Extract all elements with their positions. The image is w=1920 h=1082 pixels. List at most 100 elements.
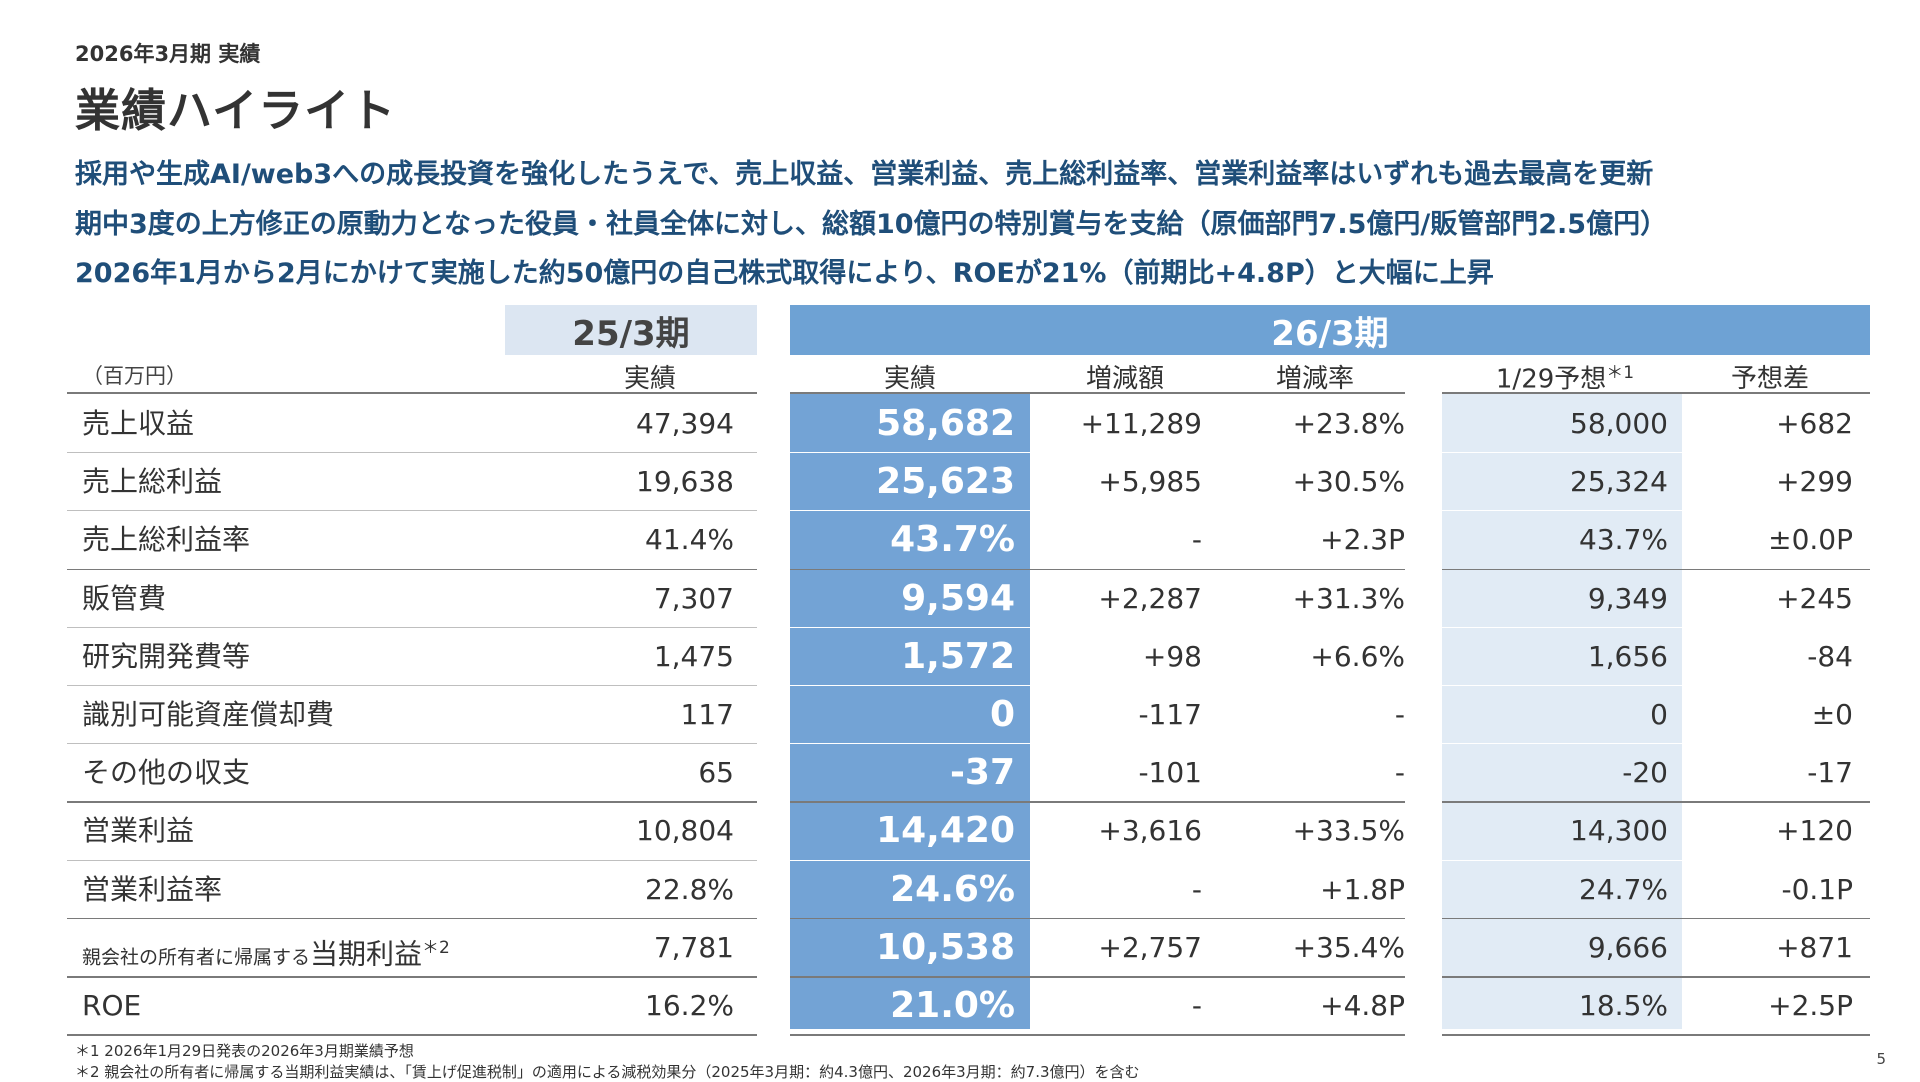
row-divider: [1442, 1034, 1870, 1036]
rate-value: -: [1394, 698, 1405, 731]
period-prev-band: 25/3期: [505, 305, 757, 355]
forecast-value: 1,656: [1587, 639, 1668, 673]
row-label: ROE: [82, 977, 141, 1035]
table-row: 研究開発費等 1,475 1,572 +98 +6.6% 1,656 -84: [0, 628, 1920, 686]
prev-actual-value: 10,804: [636, 814, 734, 848]
forecast-diff-value: ±0.0P: [1768, 523, 1853, 557]
row-label: 親会社の所有者に帰属する当期利益＊2: [82, 919, 450, 977]
row-label: 販管費: [82, 570, 166, 628]
cur-actual-value: 1,572: [901, 635, 1015, 677]
row-label: 売上総利益率: [82, 511, 250, 569]
row-divider: [67, 917, 757, 920]
prev-actual-value: 47,394: [636, 407, 734, 440]
page-number: 5: [1876, 1050, 1886, 1068]
row-divider: [790, 859, 1405, 861]
row-divider: [1442, 743, 1870, 745]
row-divider: [1442, 976, 1870, 978]
row-divider: [790, 801, 1405, 803]
forecast-value: 24.7%: [1579, 872, 1668, 906]
forecast-value: 43.7%: [1579, 523, 1668, 557]
row-label-text: 売上収益: [82, 407, 195, 440]
forecast-diff-value: +299: [1776, 465, 1853, 499]
rate-value: +30.5%: [1292, 465, 1405, 499]
row-label: 営業利益: [82, 802, 194, 860]
row-divider: [67, 859, 757, 861]
table-row: 販管費 7,307 9,594 +2,287 +31.3% 9,349 +245: [0, 570, 1920, 628]
col-head-cur-actual: 実績: [883, 364, 936, 394]
prev-actual-value: 41.4%: [645, 523, 734, 557]
table-row: その他の収支 65 -37 -101 - -20 -17: [0, 744, 1920, 802]
cur-actual-value: 58,682: [876, 403, 1015, 444]
col-head-diff: 増減額: [1085, 364, 1164, 394]
unit-label: （百万円）: [82, 364, 187, 388]
table-row: 営業利益 10,804 14,420 +3,616 +33.5% 14,300 +120: [0, 802, 1920, 860]
row-divider: [1442, 568, 1870, 571]
row-divider: [1442, 859, 1870, 861]
period-cur-band: 26/3期: [790, 305, 1870, 355]
rate-value: +31.3%: [1292, 581, 1405, 615]
rate-value: +1.8P: [1320, 872, 1405, 906]
forecast-diff-value: +245: [1776, 581, 1853, 615]
row-divider: [67, 626, 757, 628]
row-divider: [1442, 452, 1870, 454]
diff-value: -101: [1138, 756, 1202, 790]
forecast-diff-value: ±0: [1811, 698, 1853, 731]
forecast-column-shade: [1442, 393, 1682, 1029]
col-head-prev-actual: 実績: [623, 364, 676, 394]
forecast-value: 18.5%: [1579, 989, 1668, 1022]
row-label-text: 売上総利益: [82, 465, 223, 499]
col-head-rate: 増減率: [1275, 364, 1354, 394]
row-label: 営業利益率: [82, 861, 222, 919]
forecast-value: 14,300: [1570, 814, 1668, 848]
table-row: 売上総利益 19,638 25,623 +5,985 +30.5% 25,324 +299: [0, 453, 1920, 511]
diff-value: -: [1191, 523, 1202, 557]
col-head-forecast: 1/29予想＊1: [1470, 358, 1660, 395]
cur-actual-value: 25,623: [876, 461, 1015, 503]
row-label: 売上総利益: [82, 453, 222, 511]
table-row: 売上収益 47,394 58,682 +11,289 +23.8% 58,000 +682: [0, 395, 1920, 453]
row-label-mark: ＊2: [422, 937, 450, 958]
cur-actual-value: 24.6%: [890, 868, 1015, 910]
forecast-value: 58,000: [1570, 407, 1668, 440]
row-label-text: 研究開発費等: [82, 639, 251, 673]
row-divider: [1442, 801, 1870, 803]
row-label-text: その他の収支: [82, 756, 251, 790]
rate-value: +2.3P: [1320, 523, 1405, 557]
row-divider: [790, 568, 1405, 571]
row-label-text: 営業利益: [82, 814, 195, 848]
rate-value: +23.8%: [1292, 407, 1405, 440]
header-rule-left: [67, 392, 757, 394]
cur-actual-value: 9,594: [901, 577, 1015, 619]
row-divider: [67, 685, 757, 686]
table-row: 識別可能資産償却費 117 0 -117 - 0 ±0: [0, 686, 1920, 744]
col-head-fc-diff: 予想差: [1730, 364, 1809, 394]
forecast-diff-value: -84: [1807, 639, 1853, 673]
row-divider: [67, 743, 757, 745]
forecast-diff-value: -0.1P: [1781, 872, 1853, 906]
row-divider: [1442, 917, 1870, 920]
prev-actual-value: 7,781: [653, 930, 734, 964]
prev-actual-value: 19,638: [636, 465, 734, 499]
row-divider: [67, 568, 757, 571]
actual-column-shade: [790, 393, 1030, 1029]
prev-actual-value: 117: [680, 698, 734, 731]
row-divider: [790, 685, 1405, 686]
cur-actual-value: 43.7%: [890, 519, 1015, 561]
table-row: 営業利益率 22.8% 24.6% - +1.8P 24.7% -0.1P: [0, 861, 1920, 919]
headline-2: 期中3度の上方修正の原動力となった役員・社員全体に対し、総額10億円の特別賞与を…: [75, 209, 1668, 240]
row-divider: [1442, 510, 1870, 512]
forecast-diff-value: +682: [1776, 407, 1853, 440]
cur-actual-value: -37: [949, 752, 1015, 794]
row-divider: [790, 976, 1405, 978]
row-divider: [790, 510, 1405, 512]
page-title: 業績ハイライト: [75, 84, 397, 137]
row-divider: [790, 917, 1405, 920]
row-label-text: 当期利益: [310, 937, 423, 971]
prev-actual-value: 7,307: [653, 581, 734, 615]
row-divider: [67, 1034, 757, 1036]
row-label-text: 販管費: [82, 581, 167, 615]
row-label: その他の収支: [82, 744, 250, 802]
forecast-value: -20: [1622, 756, 1668, 790]
row-label: 研究開発費等: [82, 628, 250, 686]
row-divider: [790, 452, 1405, 454]
